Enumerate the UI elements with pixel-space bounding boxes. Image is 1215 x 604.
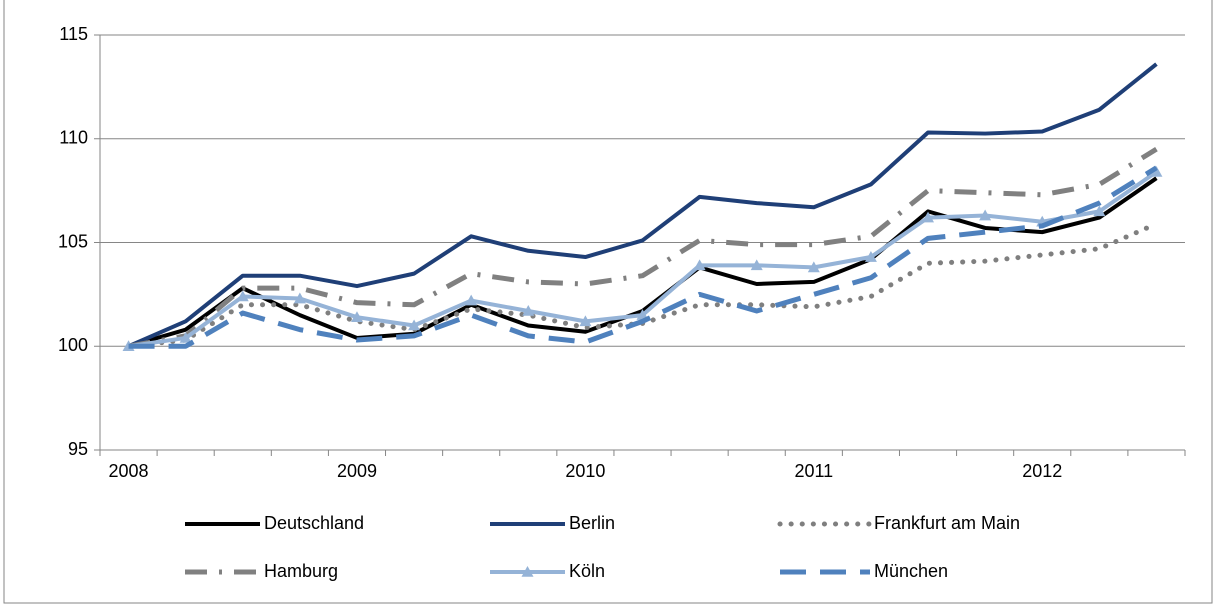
x-tick-label: 2010	[565, 461, 605, 481]
point-marker	[350, 311, 363, 322]
point-marker	[1150, 165, 1163, 177]
x-tick-label: 2009	[337, 461, 377, 481]
legend-label: Frankfurt am Main	[874, 513, 1020, 533]
y-tick-label: 110	[59, 128, 88, 148]
legend-label: Köln	[569, 561, 605, 581]
legend-label: München	[874, 561, 948, 581]
point-marker	[693, 259, 706, 271]
point-marker	[750, 259, 763, 271]
point-marker	[236, 290, 249, 302]
series-line	[127, 62, 1158, 349]
point-marker	[522, 304, 535, 316]
point-marker	[408, 319, 421, 331]
point-marker	[807, 261, 820, 273]
y-tick-label: 95	[68, 439, 88, 459]
legend-label: Hamburg	[264, 561, 338, 581]
point-marker	[465, 294, 478, 306]
legend-marker	[521, 566, 534, 577]
point-marker	[922, 211, 935, 223]
point-marker	[1093, 205, 1106, 217]
series-line	[128, 146, 1158, 349]
y-tick-label: 105	[58, 231, 88, 251]
y-tick-label: 100	[58, 335, 88, 355]
point-marker	[579, 315, 592, 327]
point-marker	[979, 209, 992, 221]
x-tick-label: 2011	[794, 461, 833, 481]
point-marker	[179, 331, 192, 343]
legend-label: Berlin	[569, 513, 615, 533]
x-tick-label: 2008	[109, 461, 149, 481]
y-tick-label: 115	[59, 24, 88, 44]
x-tick-label: 2012	[1022, 461, 1062, 481]
series-line	[128, 165, 1158, 349]
point-marker	[864, 251, 877, 262]
legend-label: Deutschland	[264, 513, 364, 533]
chart-frame	[3, 0, 1213, 604]
point-marker	[293, 292, 306, 304]
